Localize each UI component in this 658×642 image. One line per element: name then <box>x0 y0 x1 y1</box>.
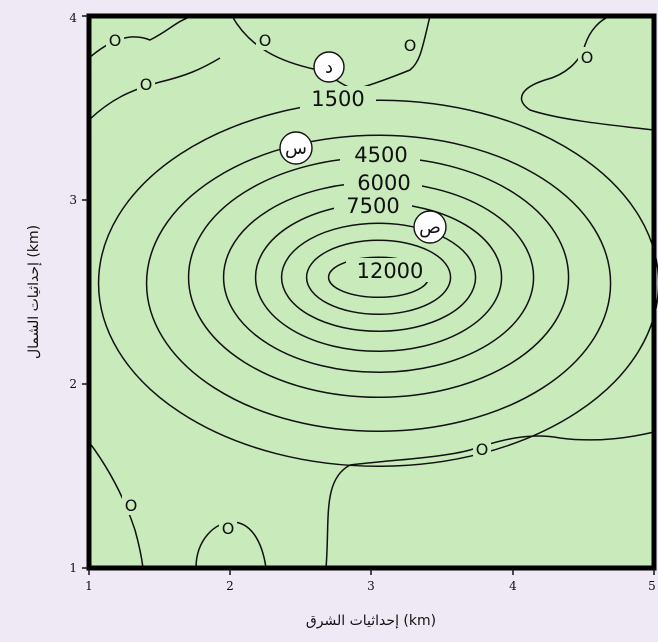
contour-ring-10500 <box>305 239 452 316</box>
y-tick-label: 3 <box>69 193 77 207</box>
x-tick-label: 1 <box>85 579 93 593</box>
zero-label-bg <box>122 495 140 515</box>
zero-label-bg <box>219 518 237 538</box>
marker-dal-circle <box>313 51 345 83</box>
zero-label-bg <box>137 74 155 94</box>
y-axis: 1 2 3 4 إحداثيات الشمال (km) <box>26 11 89 575</box>
zero-contour-bottom <box>88 441 144 569</box>
marker-seen-circle <box>279 131 313 165</box>
y-tick-label: 2 <box>69 377 77 391</box>
contour-label-7500: 7500 <box>346 194 399 218</box>
zero-contour-right <box>520 15 655 131</box>
x-tick-label: 2 <box>226 579 234 593</box>
zero-contour-bottom <box>325 431 655 569</box>
zero-contour-label: O <box>404 36 417 55</box>
y-axis-title: إحداثيات الشمال (km) <box>26 225 42 359</box>
zero-contour-label: O <box>222 519 235 538</box>
y-tick-label: 1 <box>69 561 77 575</box>
zero-label-bg <box>578 47 596 67</box>
zero-contour-label: O <box>140 75 153 94</box>
zero-contour-label: O <box>581 48 594 67</box>
zero-label-bg <box>473 439 491 459</box>
x-axis: 1 2 3 4 5 إحداثيات الشرق (km) <box>85 568 656 629</box>
zero-contour-labels: O O O O O O O O <box>106 30 596 538</box>
zero-contour-label: O <box>259 31 272 50</box>
zero-label-bg <box>401 35 419 55</box>
contour-ring-1500 <box>97 99 658 467</box>
zero-contour-label: O <box>125 496 138 515</box>
marker-sad-label: ص <box>419 217 441 238</box>
marker-dal-label: د <box>325 57 333 78</box>
contour-label-12000: 12000 <box>357 259 424 283</box>
zero-contour-label: O <box>476 440 489 459</box>
contour-ring-3000 <box>145 134 612 433</box>
marker-seen-label: س <box>285 138 307 159</box>
x-tick-label: 4 <box>509 579 517 593</box>
contour-ring-9000 <box>280 222 477 333</box>
x-tick-label: 5 <box>648 579 656 593</box>
x-axis-title: إحداثيات الشرق (km) <box>306 613 436 629</box>
x-tick-label: 3 <box>367 579 375 593</box>
zero-label-bg <box>256 30 274 50</box>
point-markers: د س ص <box>279 51 447 244</box>
contour-label-4500: 4500 <box>354 143 407 167</box>
contour-label-6000: 6000 <box>357 171 410 195</box>
zero-contour-top <box>88 57 221 121</box>
y-tick-label: 4 <box>69 11 77 25</box>
contour-value-labels: 1500 4500 6000 7500 12000 <box>300 86 434 283</box>
marker-sad-circle <box>413 210 447 244</box>
zero-label-bg <box>106 30 124 50</box>
contour-label-1500: 1500 <box>311 87 364 111</box>
zero-contour-label: O <box>109 31 122 50</box>
